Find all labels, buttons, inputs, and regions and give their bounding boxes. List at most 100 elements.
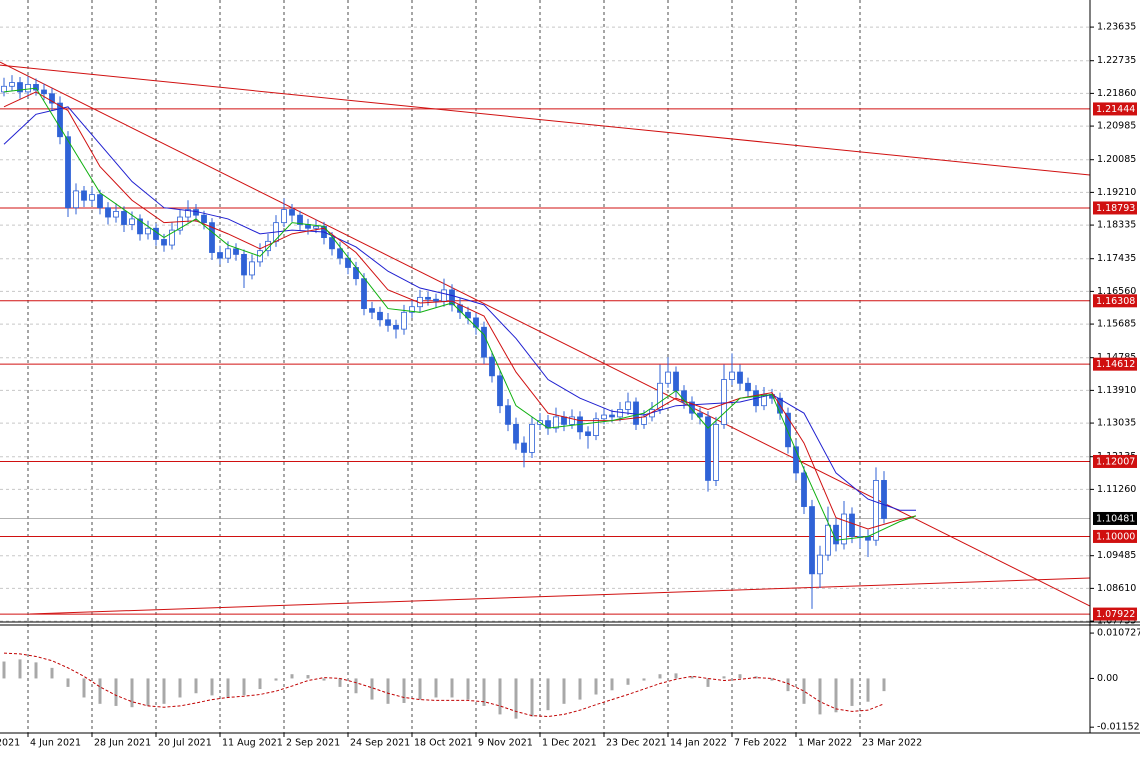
candle-body	[833, 524, 839, 545]
candle-body	[681, 390, 687, 403]
x-tick-label: 9 Nov 2021	[478, 738, 533, 749]
level-label: 1.21444	[1096, 104, 1135, 115]
histogram-bar	[114, 678, 118, 706]
candle-body	[585, 431, 591, 436]
candle-body	[129, 218, 135, 225]
histogram-bar	[210, 678, 214, 696]
histogram-bar	[786, 678, 790, 692]
candle-body	[489, 356, 495, 377]
histogram-bar	[258, 678, 262, 690]
histogram-bar	[738, 674, 742, 679]
candle-body	[393, 324, 399, 330]
candle-body	[105, 207, 111, 218]
candle-body	[505, 405, 511, 425]
histogram-bar	[226, 678, 230, 698]
candle-body	[721, 379, 727, 425]
signal-line	[3, 652, 885, 718]
histogram-bar	[594, 678, 598, 695]
x-tick-label: 20 Jul 2021	[158, 738, 212, 749]
histogram-bar	[754, 676, 758, 679]
y-tick-label: 1.17435	[1097, 253, 1136, 264]
level-label-box	[1093, 294, 1137, 308]
y-tick-label: 1.23635	[1097, 22, 1136, 33]
level-label: 1.18793	[1096, 203, 1135, 214]
y-tick-label: 1.20085	[1097, 154, 1136, 165]
histogram-bar	[498, 678, 502, 715]
histogram-bar	[322, 678, 326, 681]
last-price-box	[1093, 511, 1137, 525]
candle-body	[593, 418, 599, 436]
x-tick-label: 24 Sep 2021	[350, 738, 410, 749]
trend-line	[0, 61, 1091, 607]
y-tick-label: 1.18335	[1097, 220, 1136, 231]
y-tick-label: 1.15685	[1097, 319, 1136, 330]
candle-body	[385, 319, 391, 326]
x-tick-label: 11 Aug 2021	[222, 738, 283, 749]
x-tick-label: 1 Dec 2021	[542, 738, 597, 749]
candle-body	[729, 371, 735, 380]
y-tick-label: -0.011525	[1097, 722, 1140, 733]
candle-body	[465, 311, 471, 319]
level-label: 1.10000	[1096, 531, 1135, 542]
x-tick-label: 23 Mar 2022	[862, 738, 922, 749]
candle-body	[633, 401, 639, 425]
candle-body	[561, 416, 567, 425]
candle-body	[689, 401, 695, 414]
x-tick-label: 2021	[0, 738, 20, 749]
candle-body	[473, 317, 479, 328]
y-tick-label: 1.20985	[1097, 121, 1136, 132]
candle-body	[873, 480, 879, 541]
histogram-bar	[130, 678, 134, 708]
candle-body	[145, 227, 151, 235]
histogram-bar	[162, 678, 166, 704]
candle-body	[217, 252, 223, 259]
histogram-bar	[274, 678, 278, 681]
candle-body	[369, 308, 375, 313]
histogram-bar	[818, 678, 822, 715]
candle-body	[1, 85, 7, 93]
candle-body	[345, 257, 351, 268]
histogram-bar	[98, 678, 102, 704]
histogram-bar	[706, 678, 710, 687]
y-tick-label: 1.13035	[1097, 418, 1136, 429]
candle-body	[841, 513, 847, 545]
histogram-bar	[306, 675, 310, 679]
trend-line	[0, 64, 1091, 176]
candle-body	[337, 248, 343, 259]
candle-body	[617, 409, 623, 418]
y-tick-label: 1.11260	[1097, 484, 1136, 495]
x-tick-label: 7 Feb 2022	[734, 738, 787, 749]
candle-body	[433, 298, 439, 302]
candle-body	[81, 190, 87, 201]
candle-body	[137, 218, 143, 235]
candle-body	[97, 194, 103, 209]
candle-body	[281, 209, 287, 224]
histogram-bar	[722, 676, 726, 679]
level-label: 1.16308	[1096, 296, 1135, 307]
histogram-bar	[482, 678, 486, 706]
histogram-bar	[434, 678, 438, 698]
candle-body	[601, 414, 607, 420]
histogram-bar	[610, 678, 614, 691]
histogram-bar	[386, 678, 390, 704]
moving-average	[3, 91, 917, 530]
histogram-bar	[770, 678, 774, 681]
histogram-bar	[66, 678, 70, 687]
candle-body	[657, 382, 663, 410]
histogram-bar	[402, 678, 406, 703]
level-label-box	[1093, 102, 1137, 116]
candle-body	[481, 326, 487, 358]
histogram-bar	[562, 678, 566, 704]
histogram-bar	[546, 678, 550, 711]
candle-body	[521, 442, 527, 453]
candle-body	[705, 416, 711, 481]
candle-body	[297, 214, 303, 225]
histogram-bar	[578, 678, 582, 700]
histogram-bar	[626, 678, 630, 685]
x-tick-label: 18 Oct 2021	[414, 738, 473, 749]
x-tick-label: 1 Mar 2022	[798, 738, 852, 749]
candle-body	[401, 311, 407, 330]
last-price-label: 1.10481	[1096, 513, 1135, 524]
candle-body	[361, 278, 367, 309]
candle-body	[17, 82, 23, 93]
